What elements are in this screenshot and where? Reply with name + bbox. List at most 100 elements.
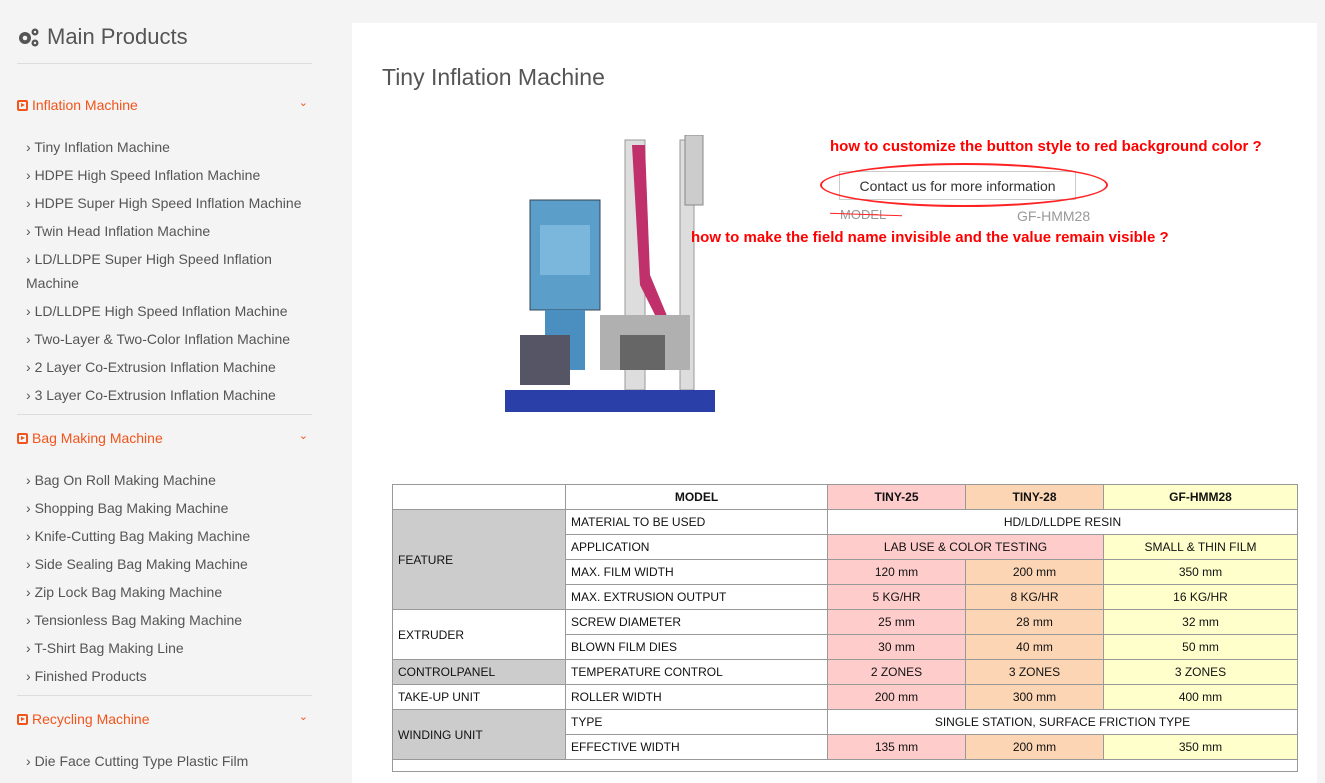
contact-button[interactable]: Contact us for more information <box>839 171 1076 200</box>
value-cell: 3 ZONES <box>965 659 1104 685</box>
field-cell: EFFECTIVE WIDTH <box>565 734 828 760</box>
sidebar-item[interactable]: › Tiny Inflation Machine <box>26 139 170 155</box>
table-row: TAKE-UP UNIT ROLLER WIDTH 200 mm 300 mm 400 … <box>392 684 1298 710</box>
value-cell: 32 mm <box>1103 609 1298 635</box>
divider <box>17 695 312 696</box>
value-cell: 5 KG/HR <box>827 584 966 610</box>
field-cell: MAX. EXTRUSION OUTPUT <box>565 584 828 610</box>
value-cell: 200 mm <box>965 559 1104 585</box>
value-cell: 350 mm <box>1103 734 1298 760</box>
sidebar-item[interactable]: › Knife-Cutting Bag Making Machine <box>26 528 251 544</box>
sidebar-item[interactable]: › Die Face Cutting Type Plastic Film <box>26 753 249 769</box>
sidebar-category[interactable]: Recycling Machine ⌄ <box>17 708 312 730</box>
value-cell: 120 mm <box>827 559 966 585</box>
play-square-icon <box>17 713 28 725</box>
value-cell: 200 mm <box>827 684 966 710</box>
value-cell: 28 mm <box>965 609 1104 635</box>
value-cell: LAB USE & COLOR TESTING <box>827 534 1104 560</box>
value-cell: SMALL & THIN FILM <box>1103 534 1298 560</box>
chevron-right-icon: › <box>26 303 31 319</box>
value-cell: 50 mm <box>1103 634 1298 660</box>
field-cell: MATERIAL TO BE USED <box>565 509 828 535</box>
value-cell: 300 mm <box>965 684 1104 710</box>
chevron-right-icon: › <box>26 223 31 239</box>
gears-icon <box>19 28 39 47</box>
sidebar-title: Main Products <box>17 24 188 50</box>
divider <box>17 414 312 415</box>
divider <box>17 63 312 64</box>
page-title: Tiny Inflation Machine <box>382 64 605 90</box>
value-cell: 30 mm <box>827 634 966 660</box>
product-image <box>505 135 715 412</box>
sidebar-item[interactable]: › 2 Layer Co-Extrusion Inflation Machine <box>26 359 276 375</box>
sidebar-item[interactable]: › HDPE Super High Speed Inflation Machin… <box>26 195 302 211</box>
table-header: MODEL <box>565 484 828 510</box>
field-cell: BLOWN FILM DIES <box>565 634 828 660</box>
play-square-icon <box>17 432 28 444</box>
chevron-down-icon[interactable]: ⌄ <box>298 430 308 442</box>
sidebar-item[interactable]: › 3 Layer Co-Extrusion Inflation Machine <box>26 387 276 403</box>
sidebar-item[interactable]: › Tensionless Bag Making Machine <box>26 612 243 628</box>
value-cell: SINGLE STATION, SURFACE FRICTION TYPE <box>827 709 1298 735</box>
table-row: EFFECTIVE WIDTH 135 mm 200 mm 350 mm <box>393 734 1298 760</box>
chevron-right-icon: › <box>26 139 31 155</box>
field-cell: APPLICATION <box>565 534 828 560</box>
value-cell: 25 mm <box>827 609 966 635</box>
chevron-right-icon: › <box>26 668 31 684</box>
sidebar-item[interactable]: › LD/LLDPE High Speed Inflation Machine <box>26 303 288 319</box>
annotation-field-question: how to make the field name invisible and… <box>691 229 1169 246</box>
chevron-right-icon: › <box>26 584 31 600</box>
table-header: TINY-28 <box>965 484 1104 510</box>
chevron-right-icon: › <box>26 251 31 267</box>
field-cell: MAX. FILM WIDTH <box>565 559 828 585</box>
chevron-right-icon: › <box>26 167 31 183</box>
sidebar-item[interactable]: › Two-Layer & Two-Color Inflation Machin… <box>26 331 291 347</box>
sidebar-item[interactable]: › Side Sealing Bag Making Machine <box>26 556 248 572</box>
table-row: EXTRUDER SCREW DIAMETER 25 mm 28 mm 32 mm <box>392 609 1298 660</box>
value-cell: 200 mm <box>965 734 1104 760</box>
value-cell: 3 ZONES <box>1103 659 1298 685</box>
field-name: MODEL <box>840 207 887 222</box>
sidebar-item[interactable]: › Twin Head Inflation Machine <box>26 223 211 239</box>
group-cell: FEATURE <box>392 509 566 610</box>
table-header: GF-HMM28 <box>1103 484 1298 510</box>
field-cell: ROLLER WIDTH <box>565 684 828 710</box>
chevron-right-icon: › <box>26 556 31 572</box>
sidebar-item[interactable]: › HDPE High Speed Inflation Machine <box>26 167 261 183</box>
sidebar-item[interactable]: › T-Shirt Bag Making Line <box>26 640 184 656</box>
value-cell: 350 mm <box>1103 559 1298 585</box>
chevron-right-icon: › <box>26 500 31 516</box>
sidebar-item[interactable]: › Bag On Roll Making Machine <box>26 472 216 488</box>
sidebar-item[interactable]: › LD/LLDPE Super High Speed Inflation Ma… <box>26 251 272 291</box>
group-cell: CONTROLPANEL <box>392 659 566 685</box>
table-row: CONTROLPANEL TEMPERATURE CONTROL 2 ZONES 3 … <box>392 659 1298 685</box>
annotation-button-question: how to customize the button style to red… <box>830 138 1262 155</box>
field-cell: TYPE <box>565 709 828 735</box>
value-cell: 8 KG/HR <box>965 584 1104 610</box>
value-cell: 16 KG/HR <box>1103 584 1298 610</box>
table-row: MAX. EXTRUSION OUTPUT 5 KG/HR 8 KG/HR 16 KG… <box>393 584 1298 610</box>
sidebar-item[interactable]: › Zip Lock Bag Making Machine <box>26 584 223 600</box>
field-cell: TEMPERATURE CONTROL <box>565 659 828 685</box>
spec-table: MODEL TINY-25 TINY-28 GF-HMM28 FEATURE MATERI… <box>392 484 1298 772</box>
sidebar-category[interactable]: Bag Making Machine ⌄ <box>17 427 312 449</box>
sidebar-item[interactable]: › Shopping Bag Making Machine <box>26 500 229 516</box>
table-row: FEATURE MATERIAL TO BE USED HD/LD/LLDPE RE… <box>392 509 1298 610</box>
chevron-right-icon: › <box>26 195 31 211</box>
chevron-right-icon: › <box>26 359 31 375</box>
sidebar-categories: Inflation Machine ⌄ › Tiny Inflation Machi… <box>17 94 312 777</box>
group-cell: WINDING UNIT <box>392 709 566 760</box>
table-row: MAX. FILM WIDTH 120 mm 200 mm 350 mm <box>393 559 1298 585</box>
chevron-down-icon[interactable]: ⌄ <box>298 97 308 109</box>
chevron-right-icon: › <box>26 331 31 347</box>
chevron-down-icon[interactable]: ⌄ <box>298 711 308 723</box>
group-cell: EXTRUDER <box>392 609 566 660</box>
sidebar-category[interactable]: Inflation Machine ⌄ <box>17 94 312 116</box>
table-row: BLOWN FILM DIES 30 mm 40 mm 50 mm <box>393 634 1298 660</box>
field-cell: SCREW DIAMETER <box>565 609 828 635</box>
sidebar-item[interactable]: › Finished Products <box>26 668 147 684</box>
chevron-right-icon: › <box>26 528 31 544</box>
field-value: GF-HMM28 <box>1017 208 1091 224</box>
table-row: WINDING UNIT TYPE SINGLE STATION, SURFACE … <box>392 709 1298 760</box>
value-cell: 2 ZONES <box>827 659 966 685</box>
